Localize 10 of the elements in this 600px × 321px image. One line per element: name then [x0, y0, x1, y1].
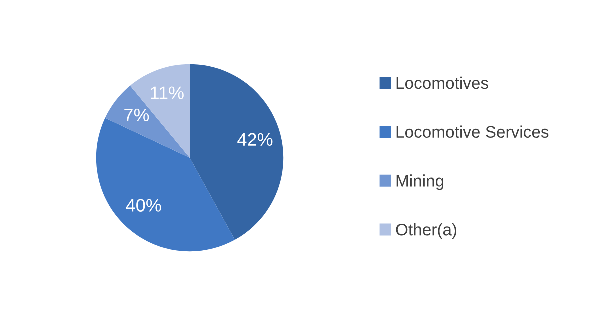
legend-label: Other(a) — [396, 224, 457, 240]
data-label: 11% — [151, 86, 184, 100]
legend-label: Locomotive Services — [396, 126, 549, 138]
legend-label: Locomotives — [396, 76, 488, 90]
data-label: 40% — [126, 199, 162, 212]
legend-label: Mining — [396, 174, 444, 190]
pie-slice — [105, 86, 190, 158]
data-label: 7% — [124, 108, 150, 122]
data-label: 42% — [238, 133, 273, 146]
pie-slice — [190, 64, 284, 240]
